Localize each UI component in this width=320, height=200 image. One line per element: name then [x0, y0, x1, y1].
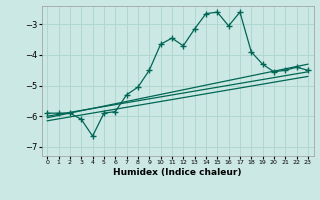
X-axis label: Humidex (Indice chaleur): Humidex (Indice chaleur): [113, 168, 242, 177]
